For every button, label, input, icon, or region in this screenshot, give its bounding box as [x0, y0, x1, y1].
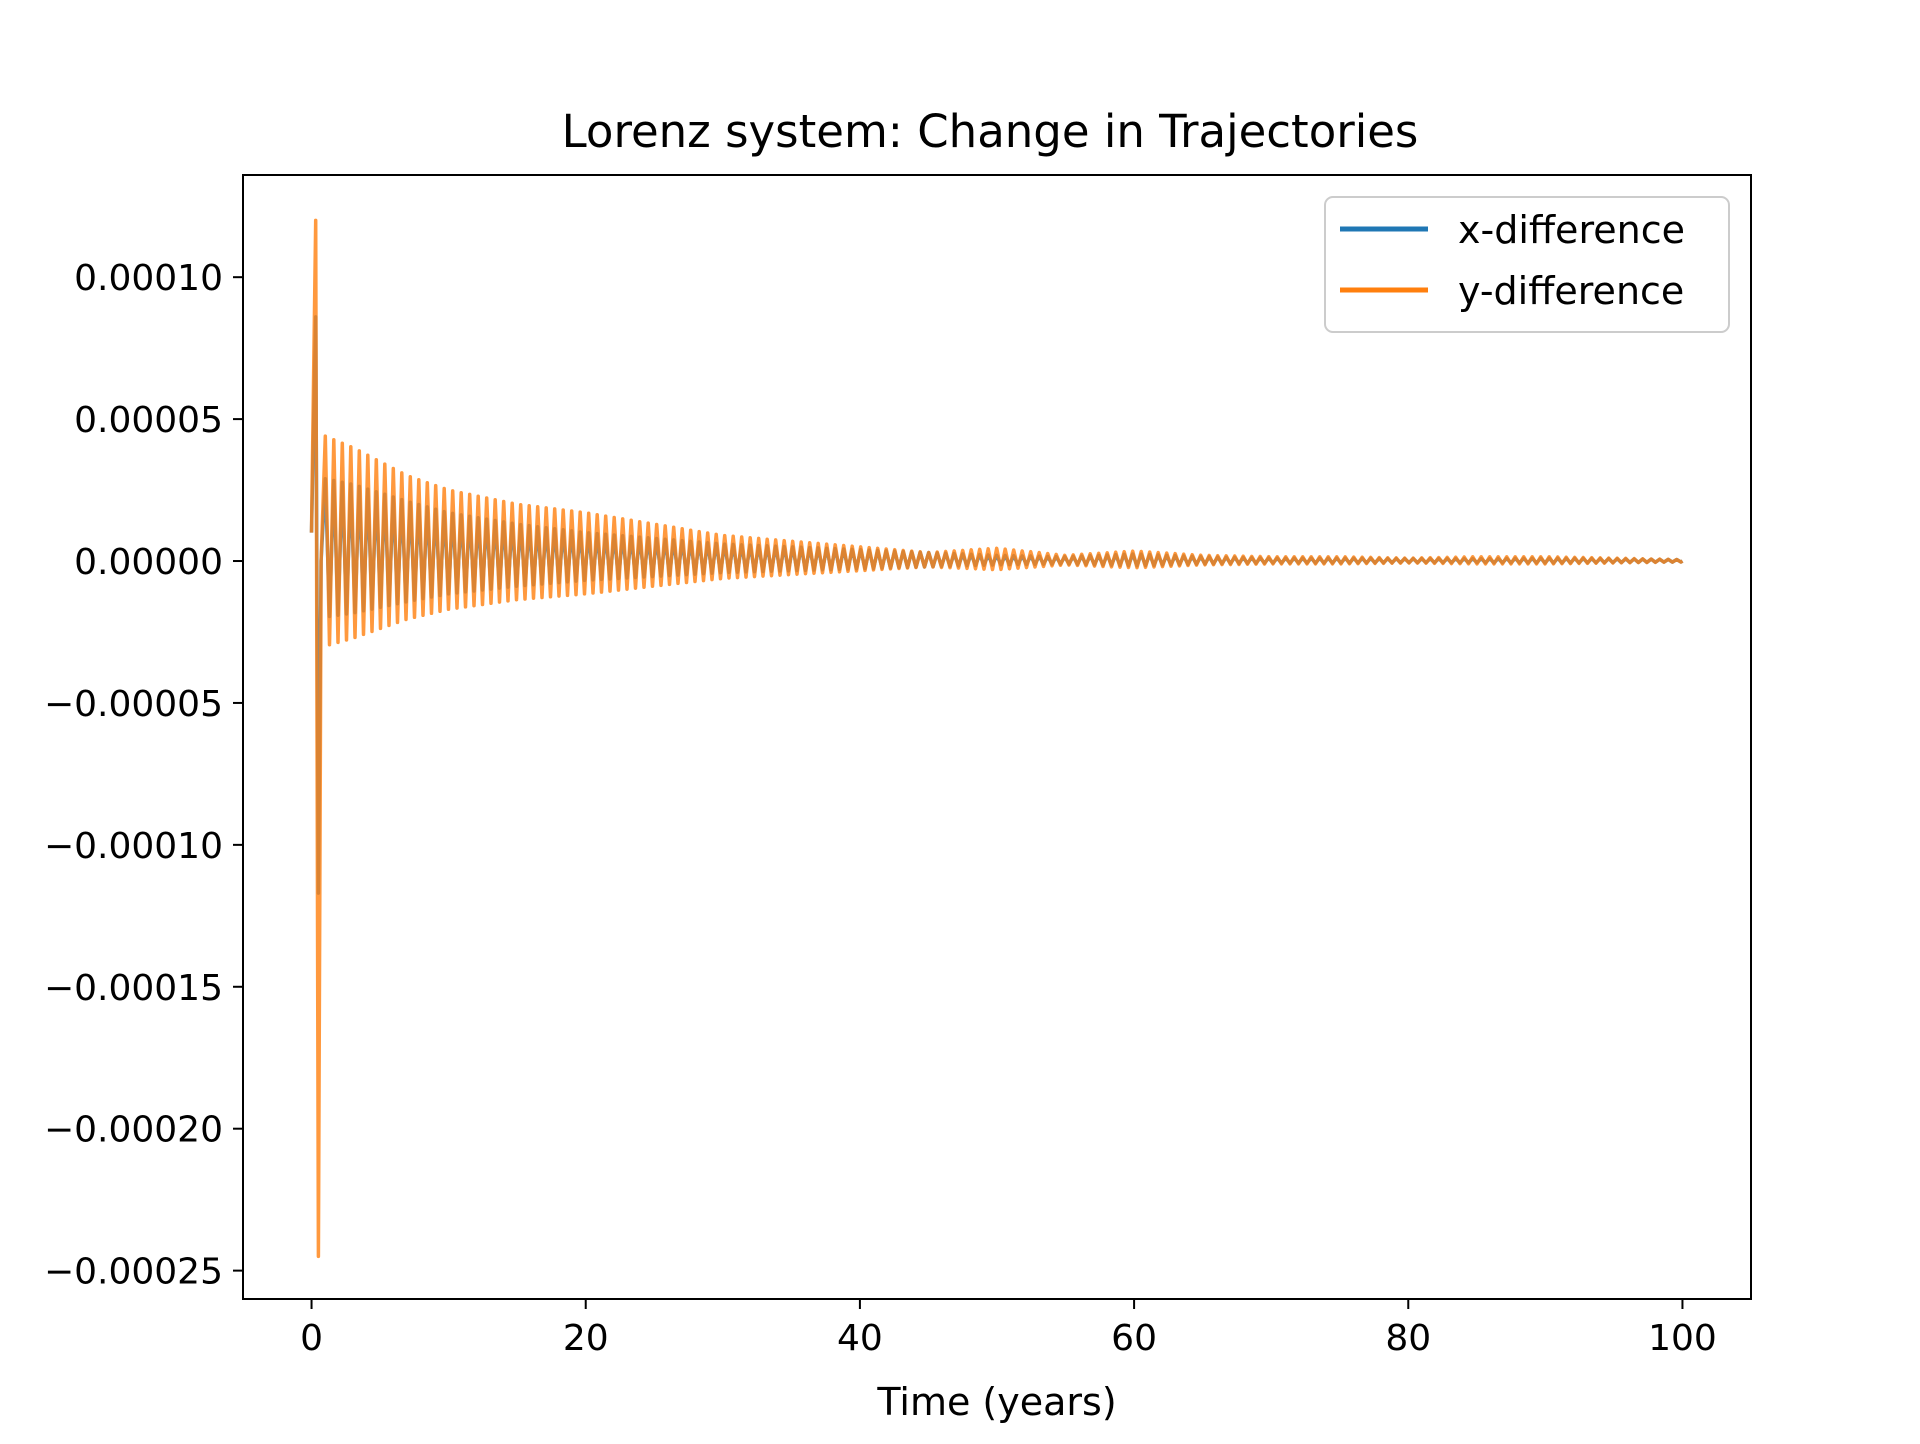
x-tick-label: 80	[1385, 1318, 1431, 1359]
x-tick-label: 20	[563, 1318, 609, 1359]
plot-area	[242, 174, 1752, 1300]
plot-background	[243, 175, 1751, 1299]
y-tick-label: 0.00005	[74, 400, 223, 441]
legend-label-x-difference: x-difference	[1458, 208, 1685, 252]
y-axis: 0.00010 0.00005 0.00000 −0.00005 −0.00010 −0.…	[44, 258, 243, 1293]
x-tick-label: 100	[1648, 1318, 1717, 1359]
y-tick-label: −0.00015	[44, 968, 223, 1009]
x-axis: 0 20 40 60 80 100	[300, 1299, 1717, 1359]
y-tick-label: −0.00005	[44, 684, 223, 725]
x-tick-label: 0	[300, 1318, 323, 1359]
y-tick-label: 0.00010	[74, 258, 223, 299]
x-axis-label: Time (years)	[876, 1380, 1116, 1424]
legend-label-y-difference: y-difference	[1458, 269, 1684, 313]
chart-title: Lorenz system: Change in Trajectories	[562, 105, 1419, 158]
y-tick-label: −0.00020	[44, 1110, 223, 1151]
y-tick-label: 0.00000	[74, 542, 223, 583]
x-tick-label: 60	[1111, 1318, 1157, 1359]
series-layer	[309, 218, 1684, 1259]
legend: x-difference y-difference	[1324, 196, 1730, 333]
x-tick-label: 40	[837, 1318, 883, 1359]
y-tick-label: −0.00010	[44, 826, 223, 867]
axes-frame	[242, 174, 1752, 1300]
series-line-y-difference	[309, 218, 1684, 1259]
y-tick-label: −0.00025	[44, 1252, 223, 1293]
